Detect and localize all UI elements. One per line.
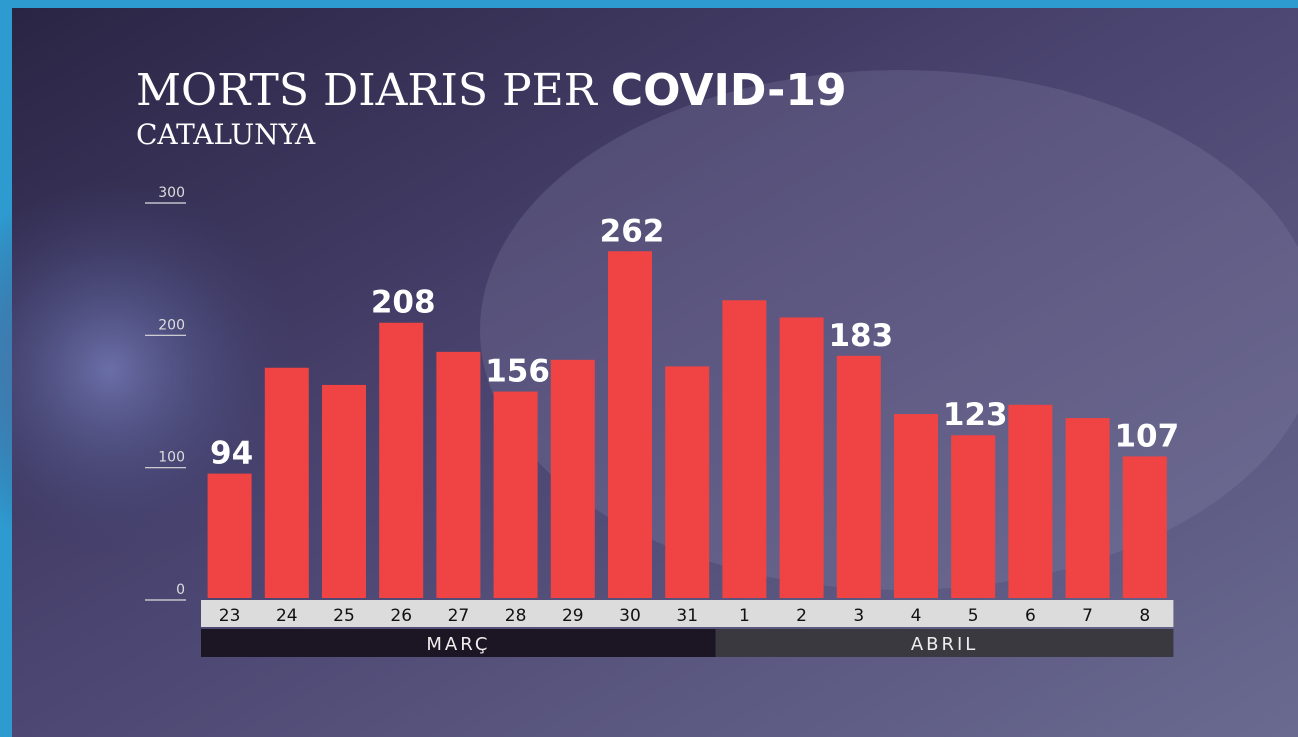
bar bbox=[722, 300, 766, 598]
bar bbox=[494, 392, 538, 598]
x-tick-label: 31 bbox=[676, 606, 698, 626]
bar bbox=[208, 474, 252, 598]
bar bbox=[1066, 418, 1110, 598]
x-tick-label: 30 bbox=[619, 606, 641, 626]
bar bbox=[951, 435, 995, 598]
bar bbox=[265, 368, 309, 598]
value-label: 107 bbox=[1114, 418, 1179, 454]
bar bbox=[837, 356, 881, 598]
month-label: ABRIL bbox=[911, 634, 979, 655]
x-tick-label: 26 bbox=[390, 606, 412, 626]
month-label: MARÇ bbox=[426, 634, 490, 655]
chart: MORTS DIARIS PER COVID-19 CATALUNYA 0 100… bbox=[0, 0, 1298, 737]
title-emphasis: COVID-19 bbox=[611, 65, 847, 116]
value-label: 123 bbox=[943, 397, 1008, 433]
x-tick-label: 8 bbox=[1139, 606, 1150, 626]
bar bbox=[436, 352, 480, 598]
bar bbox=[1123, 456, 1167, 598]
title-text: MORTS DIARIS PER bbox=[136, 65, 599, 116]
x-tick-label: 4 bbox=[911, 606, 922, 626]
y-tick-label: 100 bbox=[158, 450, 185, 466]
x-tick-label: 1 bbox=[739, 606, 750, 626]
x-tick-label: 28 bbox=[505, 606, 527, 626]
bar bbox=[1008, 405, 1052, 598]
bar bbox=[551, 360, 595, 598]
bar bbox=[780, 317, 824, 598]
x-tick-label: 2 bbox=[796, 606, 807, 626]
x-tick-label: 6 bbox=[1025, 606, 1036, 626]
value-label: 156 bbox=[485, 354, 550, 390]
x-tick-label: 3 bbox=[853, 606, 864, 626]
chart-title: MORTS DIARIS PER COVID-19 bbox=[136, 65, 847, 116]
value-label: 262 bbox=[600, 213, 665, 249]
y-tick-label: 300 bbox=[158, 185, 185, 201]
value-label: 183 bbox=[828, 318, 893, 354]
bar bbox=[608, 251, 652, 598]
x-tick-label: 29 bbox=[562, 606, 584, 626]
y-tick-label: 0 bbox=[176, 582, 185, 598]
x-tick-label: 23 bbox=[219, 606, 241, 626]
page: MORTS DIARIS PER COVID-19 CATALUNYA 0 100… bbox=[0, 0, 1298, 737]
bar bbox=[665, 366, 709, 598]
chart-subtitle: CATALUNYA bbox=[136, 118, 316, 151]
y-tick-label: 200 bbox=[158, 317, 185, 333]
x-tick-label: 24 bbox=[276, 606, 298, 626]
x-tick-label: 25 bbox=[333, 606, 355, 626]
value-label: 208 bbox=[371, 285, 436, 321]
x-tick-label: 7 bbox=[1082, 606, 1093, 626]
x-tick-label: 27 bbox=[448, 606, 470, 626]
bar bbox=[322, 385, 366, 598]
x-tick-label: 5 bbox=[968, 606, 979, 626]
bar bbox=[379, 323, 423, 598]
bar bbox=[894, 414, 938, 598]
value-label: 94 bbox=[210, 436, 253, 472]
